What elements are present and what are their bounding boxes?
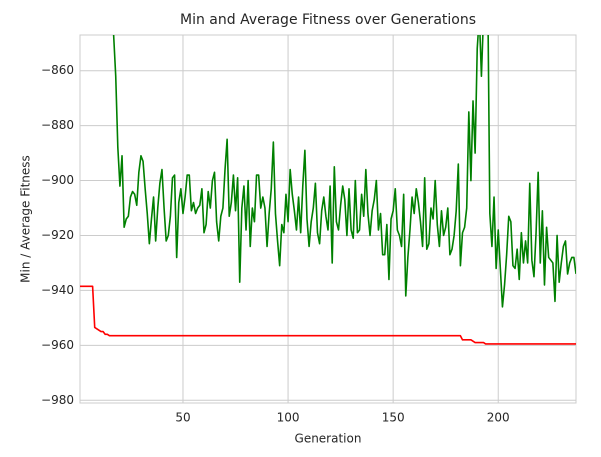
y-tick-label: −960 — [41, 338, 74, 352]
x-axis-label: Generation — [295, 432, 362, 446]
y-tick-label: −880 — [41, 118, 74, 132]
plot-frame — [79, 34, 577, 404]
x-tick-label: 100 — [277, 411, 300, 425]
y-tick-label: −980 — [41, 393, 74, 407]
chart-title: Min and Average Fitness over Generations — [180, 12, 476, 28]
series-line — [80, 285, 576, 345]
x-tick-label: 200 — [487, 411, 510, 425]
x-tick-label: 150 — [382, 411, 405, 425]
y-axis-label: Min / Average Fitness — [19, 155, 33, 283]
y-tick-label: −920 — [41, 228, 74, 242]
y-tick-label: −900 — [41, 173, 74, 187]
plot-area — [80, 35, 576, 345]
y-tick-label: −860 — [41, 63, 74, 77]
x-tick-label: 50 — [175, 411, 190, 425]
series-line — [112, 35, 576, 308]
y-tick-label: −940 — [41, 283, 74, 297]
